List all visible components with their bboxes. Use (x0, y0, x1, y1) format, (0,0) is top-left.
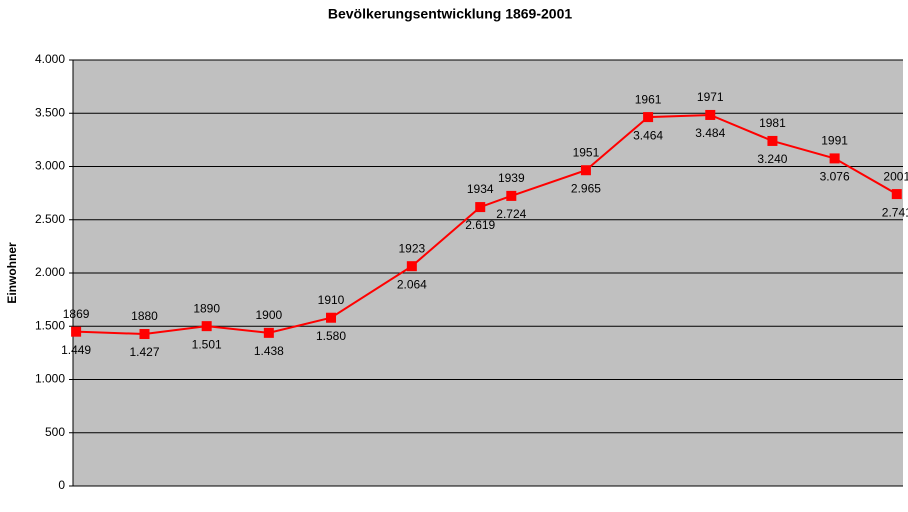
point-year-label: 2001 (883, 169, 908, 183)
point-year-label: 1951 (573, 145, 600, 159)
data-label: 3.484 (695, 126, 725, 140)
data-label: 1.501 (192, 337, 222, 351)
y-tick-label: 1.500 (35, 318, 65, 332)
point-marker (767, 135, 778, 146)
point-marker (891, 189, 902, 200)
point-marker (263, 327, 274, 338)
data-label: 3.464 (633, 128, 663, 142)
point-marker (506, 190, 517, 201)
point-marker (326, 312, 337, 323)
point-year-label: 1900 (255, 308, 282, 322)
point-marker (475, 202, 486, 213)
data-label: 1.580 (316, 329, 346, 343)
y-tick-label: 500 (45, 425, 65, 439)
point-marker (705, 109, 716, 120)
y-tick-label: 2.000 (35, 265, 65, 279)
y-tick-label: 3.000 (35, 159, 65, 173)
point-marker (829, 153, 840, 164)
y-tick-label: 0 (58, 478, 65, 492)
point-year-label: 1934 (467, 182, 494, 196)
y-tick-label: 4.000 (35, 52, 65, 66)
point-marker (580, 165, 591, 176)
data-label: 2.741 (882, 205, 908, 219)
point-year-label: 1869 (63, 307, 90, 321)
data-label: 2.724 (496, 207, 526, 221)
series-line (76, 113, 898, 336)
point-year-label: 1981 (759, 116, 786, 130)
data-label: 1.427 (129, 345, 159, 359)
point-marker (643, 112, 654, 123)
point-year-label: 1971 (697, 90, 724, 104)
point-year-label: 1991 (821, 134, 848, 148)
data-label: 2.965 (571, 181, 601, 195)
point-year-label: 1880 (131, 309, 158, 323)
point-year-label: 1890 (193, 301, 220, 315)
data-label: 3.240 (757, 152, 787, 166)
data-label: 3.076 (820, 170, 850, 184)
point-marker (406, 261, 417, 272)
data-label: 2.064 (397, 277, 427, 291)
data-label: 1.438 (254, 344, 284, 358)
data-label: 1.449 (61, 343, 91, 357)
point-marker (71, 326, 82, 337)
y-tick-label: 2.500 (35, 212, 65, 226)
y-tick-label: 1.000 (35, 372, 65, 386)
point-marker (139, 329, 150, 340)
point-marker (201, 321, 212, 332)
point-year-label: 1961 (635, 92, 662, 106)
point-year-label: 1910 (318, 293, 345, 307)
chart-title: Bevölkerungsentwicklung 1869-2001 (328, 6, 573, 22)
data-label: 2.619 (465, 218, 495, 232)
point-year-label: 1939 (498, 171, 525, 185)
point-year-label: 1923 (398, 241, 425, 255)
y-axis-label: Einwohner (5, 242, 19, 304)
y-tick-label: 3.500 (35, 105, 65, 119)
